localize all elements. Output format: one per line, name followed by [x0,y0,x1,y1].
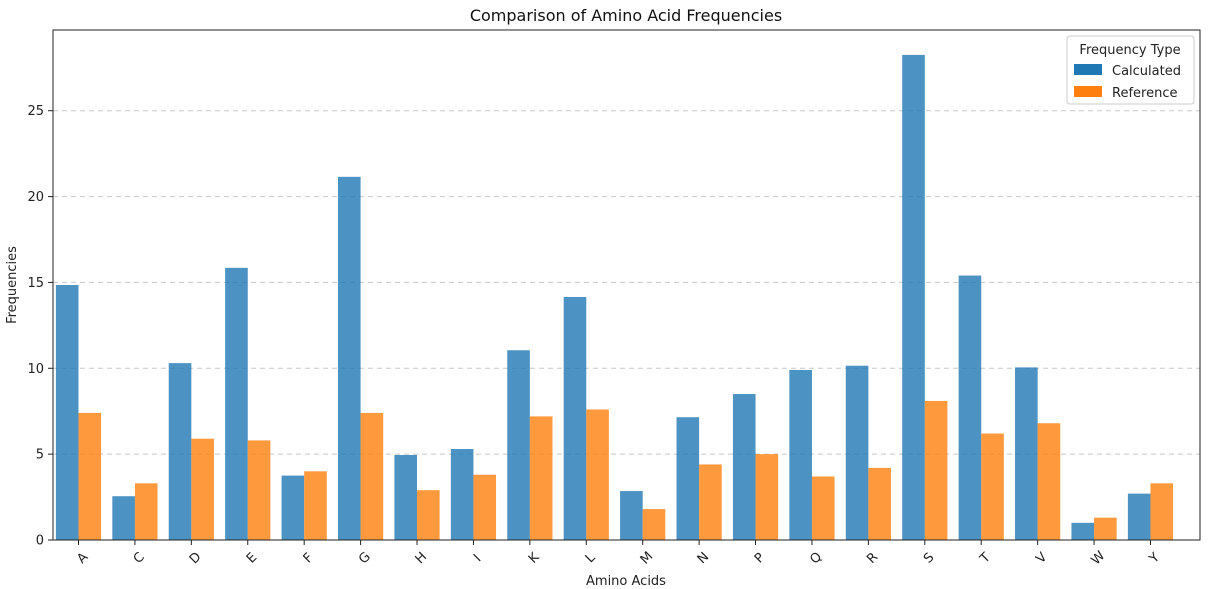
bar-reference-I [473,474,497,540]
x-tick-label: R [864,550,881,567]
x-tick-label: F [301,550,317,566]
x-tick-label: C [131,550,148,567]
bar-reference-L [586,409,609,540]
bar-calculated-Q [789,370,812,540]
bar-calculated-F [281,475,305,540]
x-tick-label: A [74,550,91,567]
y-tick-label: 20 [27,190,44,205]
x-tick-label: E [244,550,260,566]
bar-calculated-H [394,455,418,540]
x-axis-title: Amino Acids [586,574,666,589]
y-tick-label: 25 [27,104,44,119]
legend-label-reference: Reference [1112,86,1177,101]
bar-calculated-T [958,275,982,540]
bar-reference-P [755,454,779,540]
legend-title: Frequency Type [1079,43,1180,58]
bar-reference-E [247,440,271,540]
bar-reference-V [1037,423,1061,540]
bar-reference-N [699,464,722,540]
bar-calculated-D [168,363,192,540]
bar-calculated-G [338,176,361,540]
x-tick-label: P [752,550,768,566]
bar-calculated-M [620,491,643,540]
bar-calculated-Y [1127,493,1151,540]
bar-reference-H [417,490,440,540]
bar-reference-M [642,509,666,540]
y-tick-label: 15 [27,276,44,291]
bar-reference-W [1094,517,1117,540]
bar-calculated-K [507,350,530,540]
x-tick-label: N [695,550,712,567]
legend: Frequency Type Calculated Reference [1066,35,1195,105]
x-tick-label: G [356,549,374,567]
bar-calculated-C [112,496,135,540]
bar-reference-S [924,400,948,540]
bar-reference-Y [1150,483,1174,540]
y-axis-title: Frequencies [5,246,20,324]
y-axis: 0 5 10 15 20 25 [27,104,53,549]
bar-reference-A [78,412,102,540]
bar-calculated-I [450,448,474,540]
bar-calculated-V [1015,367,1038,540]
y-tick-label: 5 [36,448,44,463]
x-tick-label: W [1089,548,1109,568]
y-tick-label: 0 [36,534,44,549]
legend-swatch-calculated [1074,64,1102,75]
bar-reference-K [529,416,553,540]
bars [55,54,1174,541]
bar-calculated-P [732,394,756,540]
x-tick-label: S [921,550,937,566]
bar-calculated-R [845,365,869,540]
x-tick-label: Q [807,549,825,567]
bar-calculated-E [225,267,248,540]
bar-calculated-S [902,54,925,541]
x-tick-label: D [187,550,205,568]
x-tick-label: I [471,552,484,565]
bar-reference-G [360,412,384,540]
legend-swatch-reference [1074,86,1102,97]
bar-reference-F [304,471,327,540]
bar-calculated-L [563,297,587,540]
x-tick-label: K [526,550,543,567]
bar-reference-D [191,438,214,540]
x-tick-label: H [413,550,431,568]
bar-reference-Q [811,476,835,540]
x-tick-label: M [638,549,657,568]
x-tick-label: V [1034,550,1051,567]
legend-label-calculated: Calculated [1112,64,1181,79]
bar-reference-T [981,433,1004,540]
plot-frame [52,29,1201,541]
bar-calculated-N [676,417,700,540]
chart-title: Comparison of Amino Acid Frequencies [470,6,782,25]
bar-reference-R [868,467,891,540]
x-tick-label: T [977,550,994,567]
bar-calculated-A [55,285,79,540]
y-tick-label: 10 [27,362,44,377]
bar-reference-C [134,483,158,540]
x-tick-label: L [583,550,599,566]
bar-calculated-W [1071,522,1095,540]
x-tick-label: Y [1146,550,1163,567]
